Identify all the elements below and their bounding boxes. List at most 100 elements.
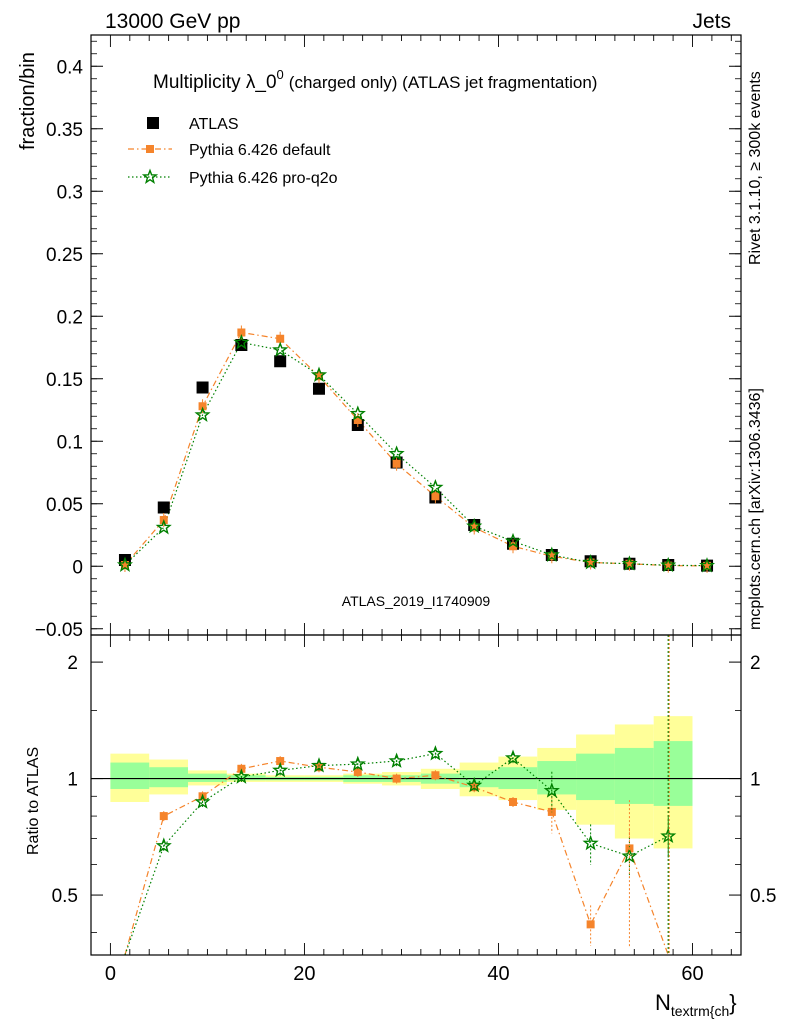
ratio-xtick-label: 60 [681, 963, 703, 985]
chart-title: Multiplicity λ_00 (charged only) (ATLAS j… [153, 67, 597, 93]
pythia-default-point [314, 372, 323, 381]
pythia-default-point [547, 552, 556, 561]
ratio-band-green [576, 753, 615, 801]
pythia-proq2o-point [388, 445, 405, 461]
ratio-pythia-default-point [159, 812, 168, 821]
main-panel: −0.05 0 0.05 0.1 0.15 0.2 0.25 0.3 0.35 0.4 ATLAS… [17, 34, 742, 641]
pythia-default-point [120, 561, 129, 569]
ratio-x-axis: 0 20 40 60 [105, 635, 732, 985]
pythia-proq2o-point [699, 557, 716, 573]
ratio-pythia-default-point [431, 771, 440, 780]
main-ytick-label: 0.35 [46, 120, 83, 141]
ratio-xtick-label: 20 [293, 963, 315, 985]
legend-marker-atlas [147, 117, 159, 129]
ratio-pythia-default-point [276, 757, 285, 766]
main-ytick-label: 0.25 [46, 245, 83, 266]
pythia-default-point [392, 459, 401, 468]
pythia-default-point [703, 561, 712, 570]
ratio-pythia-proq2o-point [310, 757, 328, 773]
ratio-pythia-default-point [353, 767, 362, 776]
pythia-default-point [509, 542, 518, 551]
pythia-default-point [198, 402, 207, 411]
pythia-default-point [353, 416, 362, 424]
pythia-proq2o-point [621, 555, 638, 571]
ratio-band-green [653, 741, 693, 806]
main-ytick-label: 0.4 [57, 57, 84, 78]
main-series-lines [124, 331, 708, 567]
ratio-band-green [149, 767, 189, 788]
x-axis-label-sub: textrm{ch [671, 1003, 729, 1019]
rivet-version-label: Rivet 3.1.10, ≥ 300k events [747, 71, 764, 265]
pythia-proq2o-point [155, 518, 172, 535]
ratio-pythia-proq2o-point [621, 847, 638, 864]
ratio-pythia-proq2o-point [349, 755, 366, 772]
ratio-pythia-proq2o-point [543, 782, 560, 798]
ratio-band-green [614, 747, 654, 804]
ratio-ytick-label: 1 [67, 770, 78, 791]
pythia-proq2o-point [504, 532, 522, 549]
ratio-ytick-label-right: 1 [750, 770, 761, 791]
ratio-frame [90, 634, 742, 956]
pythia-default-point [664, 561, 673, 570]
ratio-pythia-default-point [586, 920, 595, 929]
pythia-proq2o-point [466, 517, 483, 534]
ratio-xtick-label: 0 [105, 963, 116, 985]
atlas-point [312, 382, 325, 395]
main-ytick-label: 0.1 [57, 432, 83, 453]
legend-star-shape [141, 168, 159, 184]
main-ytick-label: 0.2 [57, 307, 83, 328]
ratio-pythia-proq2o-point [582, 834, 599, 851]
ratio-pythia-default-point [392, 774, 401, 783]
x-axis-label-tail: } [729, 990, 736, 1015]
ratio-pythia-proq2o-point [660, 827, 677, 844]
atlas-point [196, 381, 209, 394]
header-right-label: Jets [692, 10, 731, 33]
pythia-default-point [470, 523, 479, 532]
pythia-default-point [276, 334, 285, 343]
pythia-default-point [586, 558, 595, 567]
chart-title-sup: 0 [277, 67, 284, 82]
ratio-pythia-proq2o-point [388, 752, 405, 768]
chart-title-rest: (charged only) (ATLAS jet fragmentation) [289, 73, 598, 92]
legend-marker-pythia-proq2o [141, 168, 159, 184]
ratio-panel: 0.5 0.5 1 1 2 2 0 20 40 60 Ratio to ATLAS Ntextr… [25, 634, 776, 1019]
pythia-proq2o-point [116, 556, 133, 572]
mcplots-label: mcplots.cern.ch [arXiv:1306.3436] [747, 388, 764, 630]
main-ytick-label: 0 [72, 557, 83, 578]
atlas-point [274, 355, 287, 368]
ratio-pythia-default-point [314, 763, 323, 772]
ratio-pythia-proq2o-point [427, 745, 444, 761]
pythia-proq2o-point [427, 478, 444, 495]
ratio-pythia-proq2o-point [155, 837, 172, 853]
ratio-pythia-proq2o-point [272, 761, 289, 778]
ratio-uncertainty-bands [110, 716, 693, 849]
ratio-pythia-proq2o-point [233, 768, 250, 784]
atlas-point [157, 501, 170, 514]
ratio-ytick-label: 2 [67, 653, 78, 674]
x-axis-label-main: N [655, 990, 671, 1015]
ratio-band-green [188, 773, 227, 782]
ratio-pythia-proq2o-point [504, 749, 522, 765]
ratio-pythia-proq2o-point [194, 793, 211, 809]
pythia-default-point [625, 559, 634, 568]
pythia-proq2o-point [194, 406, 211, 422]
ratio-xtick-label: 40 [487, 963, 509, 985]
ratio-pythia-default-point [509, 797, 518, 806]
ratio-y-axis: 0.5 0.5 1 1 2 2 [52, 653, 776, 933]
pythia-proq2o-point [310, 366, 328, 382]
pythia-default-point [237, 328, 246, 337]
ratio-pythia-proq2o-point [466, 776, 483, 793]
legend: ATLAS Pythia 6.426 default Pythia 6.426 … [128, 116, 338, 187]
main-y-axis-label: fraction/bin [17, 52, 39, 150]
main-ytick-label: 0.3 [57, 182, 83, 203]
chart-title-main: Multiplicity λ_0 [153, 72, 277, 93]
main-ytick-label: 0.15 [46, 370, 83, 391]
ratio-ytick-label-right: 2 [750, 653, 761, 674]
main-series-markers [116, 325, 716, 573]
main-y-axis: −0.05 0 0.05 0.1 0.15 0.2 0.25 0.3 0.35 0.4 [35, 40, 741, 641]
pythia-proq2o-point [660, 556, 677, 573]
legend-label-pythia-default: Pythia 6.426 default [189, 142, 331, 159]
ratio-pythia-default-point [470, 783, 479, 792]
